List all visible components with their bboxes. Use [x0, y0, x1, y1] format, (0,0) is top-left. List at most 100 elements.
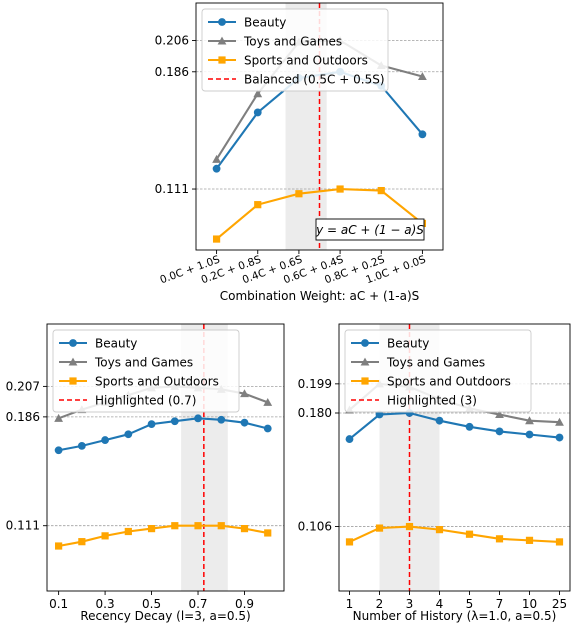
legend-label: Sports and Outdoors: [244, 54, 368, 68]
legend-label: Highlighted (0.7): [95, 394, 196, 408]
legend-label: Beauty: [244, 16, 286, 30]
x-axis-label: Recency Decay (l=3, a=0.5): [80, 609, 250, 623]
data-point: [124, 527, 132, 536]
y-tick-label: 0.186: [6, 410, 40, 424]
data-point: [495, 535, 504, 543]
legend-label: Highlighted (3): [387, 394, 477, 408]
data-point: [253, 108, 262, 117]
x-tick-label: 5: [466, 597, 474, 611]
x-tick-label: 10: [522, 597, 537, 611]
data-point: [212, 235, 221, 243]
x-tick-label: 0.7: [188, 597, 207, 611]
data-point: [54, 413, 64, 422]
formula-annotation: y = aC + (1 − a)S: [315, 223, 424, 237]
legend-label: Balanced (0.5C + 0.5S): [244, 73, 385, 87]
legend-marker: [69, 339, 77, 347]
data-point: [217, 415, 226, 424]
data-point: [264, 529, 272, 537]
legend-marker: [69, 377, 77, 385]
data-point: [495, 427, 504, 436]
plot-frame: [46, 323, 285, 592]
series-line-sports-and-outdoors: [215, 187, 424, 240]
data-point: [418, 130, 427, 139]
data-point: [375, 410, 384, 419]
legend-label: Toys and Games: [94, 356, 193, 370]
data-point: [405, 522, 414, 531]
data-point: [240, 525, 249, 533]
data-point: [124, 430, 133, 439]
legend-label: Toys and Games: [243, 35, 342, 49]
y-tick-label: 0.206: [155, 34, 189, 48]
data-point: [465, 530, 474, 538]
y-tick-label: 0.111: [155, 182, 189, 196]
x-tick-label: 1: [346, 597, 354, 611]
x-tick-label: 0.9: [235, 597, 254, 611]
data-point: [170, 417, 179, 426]
legend-marker: [218, 18, 226, 26]
series-line-sports-and-outdoors: [349, 525, 560, 543]
series-line-sports-and-outdoors: [58, 524, 268, 548]
x-tick-label: 7: [496, 597, 504, 611]
x-tick-label: 3: [406, 597, 414, 611]
legend: Beauty Toys and Games Sports and Outdoors H…: [52, 329, 240, 413]
data-point: [194, 522, 202, 530]
data-point: [495, 410, 504, 419]
data-point: [525, 416, 534, 425]
legend-marker: [361, 339, 369, 347]
legend-marker: [360, 357, 370, 366]
data-point: [435, 416, 444, 425]
legend-marker: [217, 36, 227, 45]
data-point: [525, 536, 534, 544]
series-line-beauty: [348, 411, 560, 440]
data-point: [375, 524, 384, 532]
data-point: [253, 89, 263, 98]
y-tick-label: 0.111: [6, 519, 40, 533]
data-point: [54, 446, 63, 455]
series-line-beauty: [58, 417, 268, 452]
data-point: [212, 154, 221, 163]
legend-label: Toys and Games: [386, 356, 485, 370]
data-point: [377, 186, 385, 195]
data-point: [217, 522, 225, 530]
data-point: [240, 389, 249, 398]
data-point: [555, 417, 564, 426]
data-point: [345, 435, 354, 443]
data-point: [345, 538, 354, 546]
data-point: [240, 418, 249, 427]
legend-box: [52, 329, 240, 413]
y-tick-label: 0.199: [298, 377, 332, 391]
data-point: [55, 542, 63, 550]
data-point: [78, 538, 86, 546]
x-axis-label: Combination Weight: aC + (1-a)S: [220, 289, 420, 303]
legend-box: [344, 329, 532, 413]
legend-label: Beauty: [387, 337, 429, 351]
data-point: [147, 525, 156, 533]
data-point: [147, 420, 156, 429]
legend-label: Sports and Outdoors: [95, 375, 219, 389]
data-point: [555, 433, 564, 442]
legend-box: [201, 8, 389, 92]
data-point: [418, 72, 427, 80]
data-point: [77, 441, 86, 450]
legend: Beauty Toys and Games Sports and Outdoors B…: [201, 8, 389, 92]
data-point: [194, 414, 202, 423]
x-tick-label: 4: [436, 597, 444, 611]
legend: Beauty Toys and Games Sports and Outdoors H…: [344, 329, 532, 413]
data-point: [263, 397, 273, 406]
y-tick-label: 0.207: [6, 379, 40, 393]
y-tick-label: 0.180: [298, 406, 332, 420]
x-tick-label: 0.1: [49, 597, 68, 611]
data-point: [101, 436, 109, 444]
formula-box: [315, 218, 425, 241]
data-point: [171, 522, 179, 530]
plot-frame: [195, 2, 444, 251]
plot-frame: [338, 323, 571, 592]
x-tick-label: 0.5: [142, 597, 161, 611]
x-tick-label: 2: [376, 597, 384, 611]
legend-marker: [361, 377, 369, 385]
data-point: [336, 185, 344, 193]
data-point: [254, 201, 262, 209]
